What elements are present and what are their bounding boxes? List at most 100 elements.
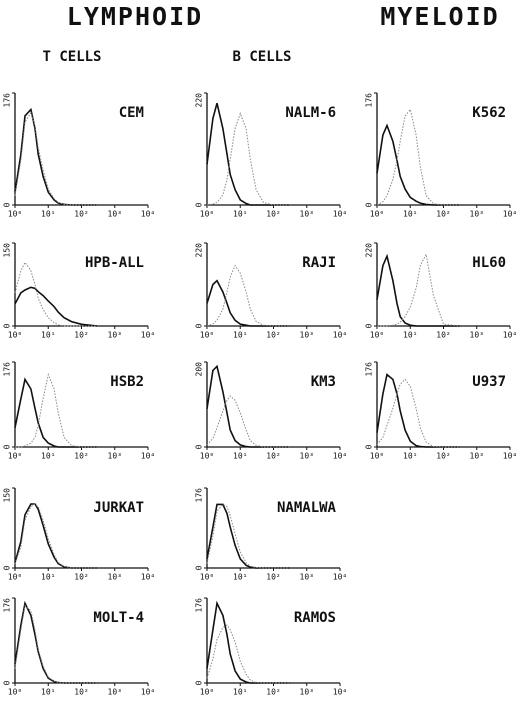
histogram-line	[206, 102, 290, 206]
x-tick-label: 10⁴	[333, 210, 347, 219]
y-tick-label: 220	[365, 243, 374, 258]
x-tick-label: 10²	[436, 210, 450, 219]
y-tick-label: 220	[195, 93, 204, 108]
x-tick-label: 10³	[300, 331, 314, 340]
x-tick-label: 10³	[108, 331, 122, 340]
group-title: MYELOID	[380, 2, 499, 31]
y-tick-label: 0	[365, 444, 374, 449]
histogram-line	[14, 600, 98, 684]
histogram-line	[14, 107, 98, 206]
histogram-line	[376, 253, 460, 327]
x-tick-label: 10⁰	[200, 331, 214, 340]
x-tick-label: 10⁰	[8, 573, 22, 582]
y-tick-label: 176	[195, 488, 204, 503]
histogram-line	[14, 261, 98, 327]
y-tick-label: 0	[195, 202, 204, 207]
histogram-line	[206, 395, 290, 448]
x-tick-label: 10²	[74, 573, 88, 582]
x-tick-label: 10³	[300, 688, 314, 697]
x-tick-label: 10¹	[41, 331, 55, 340]
histogram-line	[14, 286, 98, 327]
x-tick-label: 10³	[470, 331, 484, 340]
histogram-line	[206, 264, 290, 327]
x-tick-label: 10¹	[41, 573, 55, 582]
y-tick-label: 176	[195, 598, 204, 613]
y-tick-label: 150	[3, 488, 12, 503]
histogram-line	[206, 503, 290, 569]
histogram-line	[206, 111, 290, 206]
histogram-line	[14, 503, 98, 569]
x-tick-label: 10³	[108, 452, 122, 461]
y-tick-label: 200	[195, 362, 204, 377]
panel-title: HPB-ALL	[85, 255, 144, 271]
x-tick-label: 10⁴	[141, 210, 155, 219]
histogram-line	[15, 372, 98, 448]
x-tick-label: 10³	[470, 452, 484, 461]
histogram-line	[206, 600, 290, 684]
x-tick-label: 10³	[108, 688, 122, 697]
x-tick-label: 10¹	[41, 688, 55, 697]
histogram-line	[14, 604, 98, 684]
panel-title: K562	[472, 105, 506, 121]
x-tick-label: 10⁴	[503, 452, 517, 461]
x-tick-label: 10⁰	[370, 331, 384, 340]
x-tick-label: 10³	[108, 210, 122, 219]
panel-title: MOLT-4	[93, 610, 144, 626]
x-tick-label: 10²	[266, 688, 280, 697]
panel-title: HSB2	[110, 374, 144, 390]
y-tick-label: 176	[3, 93, 12, 108]
x-tick-label: 10²	[266, 331, 280, 340]
x-tick-label: 10³	[470, 210, 484, 219]
x-tick-label: 10⁴	[141, 331, 155, 340]
histogram-line	[376, 378, 460, 448]
x-tick-label: 10¹	[403, 452, 417, 461]
x-tick-label: 10⁴	[141, 452, 155, 461]
x-tick-label: 10²	[266, 210, 280, 219]
x-tick-label: 10⁴	[503, 210, 517, 219]
x-tick-label: 10⁴	[333, 573, 347, 582]
y-tick-label: 0	[195, 680, 204, 685]
histogram-line	[206, 364, 290, 448]
x-tick-label: 10³	[300, 573, 314, 582]
x-tick-label: 10⁰	[200, 573, 214, 582]
x-tick-label: 10⁰	[8, 688, 22, 697]
y-tick-label: 176	[365, 362, 374, 377]
x-tick-label: 10¹	[233, 452, 247, 461]
x-tick-label: 10⁰	[200, 688, 214, 697]
x-tick-label: 10²	[436, 452, 450, 461]
x-tick-label: 10²	[74, 452, 88, 461]
y-tick-label: 0	[365, 323, 374, 328]
panel-title: U937	[472, 374, 506, 390]
histogram-line	[14, 377, 98, 448]
x-tick-label: 10⁰	[8, 331, 22, 340]
x-tick-label: 10³	[300, 452, 314, 461]
panel-title: KM3	[311, 374, 336, 390]
histogram-line	[206, 279, 290, 327]
x-tick-label: 10⁴	[333, 331, 347, 340]
panel-title: NAMALWA	[277, 500, 337, 516]
y-tick-label: 176	[3, 362, 12, 377]
histogram-line	[14, 111, 98, 206]
x-tick-label: 10⁴	[333, 688, 347, 697]
x-tick-label: 10⁰	[370, 452, 384, 461]
x-tick-label: 10¹	[403, 331, 417, 340]
histogram-line	[376, 373, 460, 448]
y-tick-label: 0	[365, 202, 374, 207]
x-tick-label: 10³	[108, 573, 122, 582]
y-tick-label: 176	[365, 93, 374, 108]
histogram-line	[377, 252, 460, 327]
y-tick-label: 0	[3, 202, 12, 207]
column-title: B CELLS	[232, 49, 291, 65]
y-tick-label: 176	[3, 598, 12, 613]
x-tick-label: 10²	[74, 331, 88, 340]
x-tick-label: 10⁴	[141, 688, 155, 697]
x-tick-label: 10¹	[233, 331, 247, 340]
x-tick-label: 10⁰	[8, 452, 22, 461]
x-tick-label: 10²	[266, 452, 280, 461]
y-tick-label: 220	[195, 243, 204, 258]
x-tick-label: 10⁴	[333, 452, 347, 461]
x-tick-label: 10⁴	[503, 331, 517, 340]
y-tick-label: 0	[3, 323, 12, 328]
x-tick-label: 10¹	[41, 452, 55, 461]
